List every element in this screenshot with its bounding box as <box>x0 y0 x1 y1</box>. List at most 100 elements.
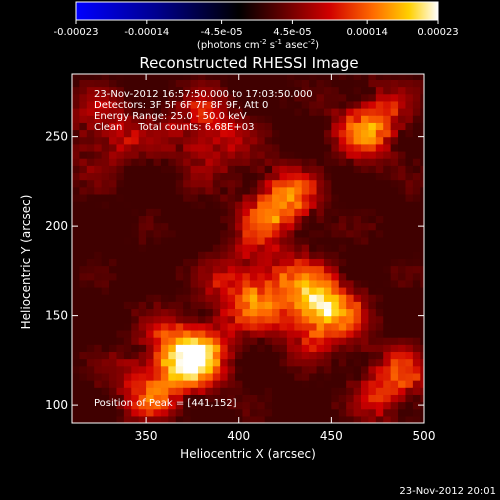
heatmap-cell <box>279 193 288 202</box>
heatmap-cell <box>197 272 206 281</box>
heatmap-cell <box>101 165 110 174</box>
heatmap-cell <box>168 79 177 88</box>
heatmap-cell <box>286 351 295 360</box>
heatmap-cell <box>79 143 88 152</box>
heatmap-cell <box>383 100 392 109</box>
heatmap-cell <box>286 100 295 109</box>
heatmap-cell <box>249 79 258 88</box>
heatmap-cell <box>242 358 251 367</box>
heatmap-cell <box>420 93 424 102</box>
heatmap-cell <box>375 100 384 109</box>
heatmap-cell <box>190 315 199 324</box>
heatmap-cell <box>279 229 288 238</box>
heatmap-cell <box>249 351 258 360</box>
heatmap-cell <box>316 129 325 138</box>
heatmap-cell <box>361 108 370 116</box>
heatmap-cell <box>286 115 295 123</box>
heatmap-cell <box>390 394 399 403</box>
heatmap-cell <box>197 179 206 188</box>
heatmap-cell <box>272 186 281 195</box>
heatmap-cell <box>168 329 177 338</box>
heatmap-cell <box>257 322 266 331</box>
heatmap-cell <box>86 358 95 367</box>
heatmap-cell <box>361 122 370 131</box>
heatmap-cell <box>79 329 88 338</box>
heatmap-cell <box>323 74 332 80</box>
heatmap-cell <box>412 122 421 131</box>
heatmap-cell <box>301 179 310 188</box>
heatmap-cell <box>383 272 392 281</box>
heatmap-cell <box>346 279 355 288</box>
heatmap-cell <box>72 251 81 259</box>
heatmap-cell <box>205 251 214 259</box>
heatmap-cell <box>398 93 407 102</box>
heatmap-cell <box>398 186 407 195</box>
heatmap-cell <box>279 236 288 245</box>
heatmap-cell <box>264 129 273 138</box>
heatmap-cell <box>94 86 103 95</box>
heatmap-cell <box>338 344 347 353</box>
heatmap-cell <box>227 229 236 238</box>
heatmap-cell <box>131 122 140 131</box>
heatmap-cell <box>123 208 132 216</box>
heatmap-cell <box>101 150 110 159</box>
heatmap-cell <box>420 100 424 109</box>
heatmap-cell <box>79 122 88 131</box>
heatmap-cell <box>383 294 392 302</box>
heatmap-cell <box>405 74 414 80</box>
heatmap-cell <box>412 215 421 224</box>
heatmap-cell <box>205 258 214 267</box>
heatmap-cell <box>146 186 155 195</box>
heatmap-cell <box>79 108 88 116</box>
heatmap-cell <box>79 179 88 188</box>
heatmap-cell <box>153 258 162 267</box>
heatmap-cell <box>123 387 132 395</box>
heatmap-cell <box>94 193 103 202</box>
heatmap-cell <box>183 258 192 267</box>
heatmap-cell <box>398 208 407 216</box>
heatmap-cell <box>316 108 325 116</box>
heatmap-cell <box>109 337 118 345</box>
heatmap-cell <box>361 329 370 338</box>
heatmap-cell <box>383 415 392 423</box>
heatmap-cell <box>212 351 221 360</box>
heatmap-cell <box>242 337 251 345</box>
heatmap-cell <box>257 215 266 224</box>
heatmap-cell <box>309 208 318 216</box>
heatmap-cell <box>331 308 340 317</box>
heatmap-cell <box>146 415 155 423</box>
heatmap-cell <box>86 193 95 202</box>
heatmap-cell <box>338 150 347 159</box>
heatmap-cell <box>398 337 407 345</box>
heatmap-cell <box>338 394 347 403</box>
heatmap-cell <box>79 215 88 224</box>
heatmap-cell <box>286 251 295 259</box>
heatmap-cell <box>353 193 362 202</box>
heatmap-cell <box>205 294 214 302</box>
heatmap-cell <box>79 387 88 395</box>
heatmap-cell <box>86 108 95 116</box>
heatmap-cell <box>316 372 325 381</box>
heatmap-cell <box>249 86 258 95</box>
heatmap-cell <box>175 208 184 216</box>
heatmap-cell <box>309 329 318 338</box>
heatmap-cell <box>390 229 399 238</box>
heatmap-cell <box>160 179 169 188</box>
heatmap-cell <box>168 86 177 95</box>
heatmap-cell <box>101 265 110 274</box>
heatmap-cell <box>257 415 266 423</box>
colorbar-tick-label: -0.00023 <box>54 27 99 38</box>
heatmap-cell <box>212 272 221 281</box>
x-tick-label: 450 <box>320 429 343 443</box>
heatmap-cell <box>153 265 162 274</box>
heatmap-cell <box>131 258 140 267</box>
heatmap-cell <box>309 408 318 417</box>
heatmap-cell <box>420 186 424 195</box>
heatmap-cell <box>109 93 118 102</box>
heatmap-cell <box>146 201 155 209</box>
heatmap-cell <box>242 165 251 174</box>
heatmap-cell <box>301 415 310 423</box>
heatmap-cell <box>116 251 125 259</box>
heatmap-cell <box>123 351 132 360</box>
heatmap-cell <box>390 315 399 324</box>
